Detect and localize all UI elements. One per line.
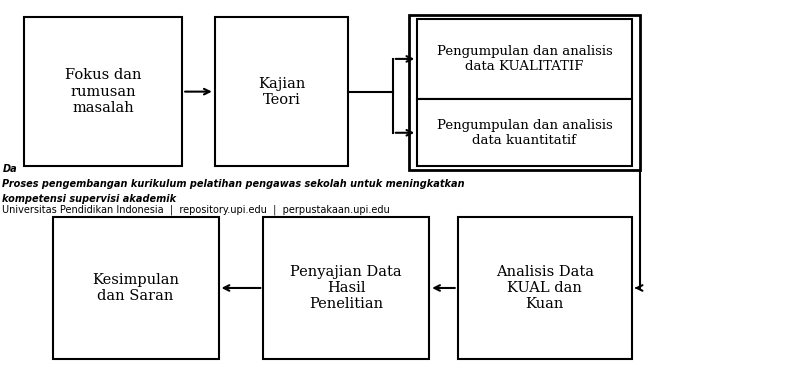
Bar	[417, 19, 632, 99]
Text: Universitas Pendidikan Indonesia  |  repository.upi.edu  |  perpustakaan.upi.edu: Universitas Pendidikan Indonesia | repos…	[2, 205, 390, 215]
Bar	[53, 217, 219, 359]
Text: kompetensi supervisi akademik: kompetensi supervisi akademik	[2, 194, 177, 204]
Text: Kesimpulan
dan Saran: Kesimpulan dan Saran	[92, 273, 179, 303]
Bar	[417, 99, 632, 166]
Text: Proses pengembangan kurikulum pelatihan pengawas sekolah untuk meningkatkan: Proses pengembangan kurikulum pelatihan …	[2, 179, 465, 189]
Text: Pengumpulan dan analisis
data kuantitatif: Pengumpulan dan analisis data kuantitati…	[437, 119, 612, 147]
Bar	[24, 17, 182, 166]
Text: Kajian
Teori: Kajian Teori	[258, 77, 305, 107]
Text: Fokus dan
rumusan
masalah: Fokus dan rumusan masalah	[65, 68, 142, 115]
Bar	[458, 217, 632, 359]
Bar	[409, 15, 640, 170]
Text: Da: Da	[2, 164, 17, 174]
Bar	[215, 17, 348, 166]
Text: Pengumpulan dan analisis
data KUALITATIF: Pengumpulan dan analisis data KUALITATIF	[437, 45, 612, 73]
Bar	[263, 217, 429, 359]
Text: Analisis Data
KUAL dan
Kuan: Analisis Data KUAL dan Kuan	[496, 265, 594, 311]
Text: Penyajian Data
Hasil
Penelitian: Penyajian Data Hasil Penelitian	[291, 265, 402, 311]
